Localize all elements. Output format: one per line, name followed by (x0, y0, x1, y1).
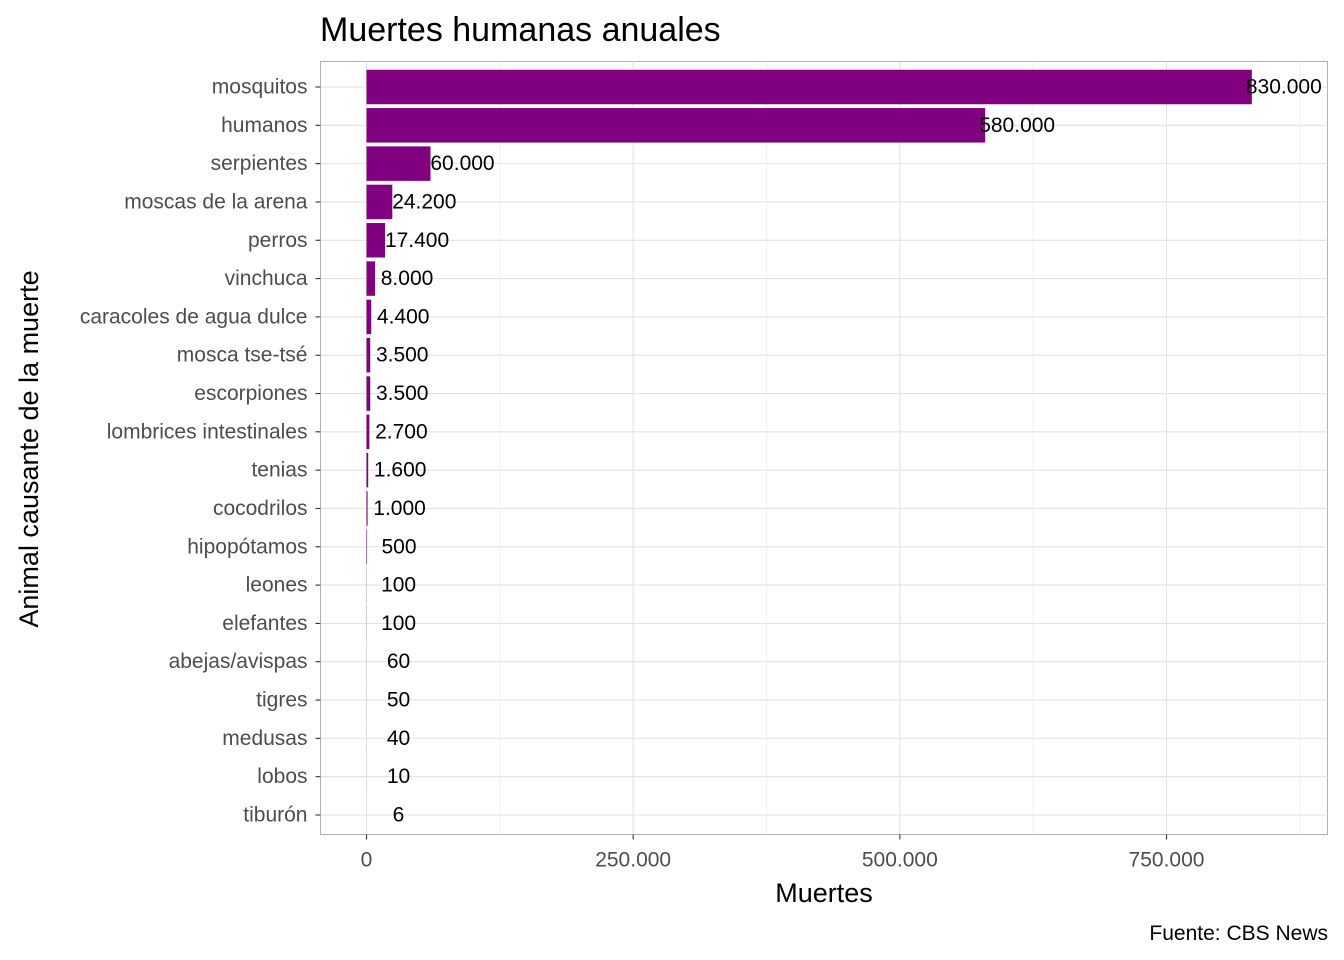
x-tick-label: 250.000 (595, 849, 671, 872)
bar-value-label: 6 (393, 804, 405, 827)
bar-value-label: 580.000 (979, 114, 1055, 137)
plot-panel (320, 61, 1328, 835)
grid-minor (499, 61, 1301, 835)
bar-value-label: 10 (387, 765, 410, 788)
bar-value-label: 24.200 (392, 190, 456, 213)
bar (366, 376, 371, 411)
y-tick-label: perros (248, 229, 308, 252)
bar-value-label: 3.500 (376, 382, 429, 405)
source-caption: Fuente: CBS News (1149, 922, 1328, 945)
grid-major (320, 61, 1328, 835)
y-tick-label: elefantes (222, 612, 307, 635)
y-tick-label: cocodrilos (213, 497, 308, 520)
bar-value-label: 17.400 (385, 229, 449, 252)
y-tick-label: hipopótamos (187, 535, 307, 558)
bar-value-label: 40 (387, 727, 410, 750)
bar-value-label: 60.000 (430, 152, 494, 175)
y-tick-label: humanos (221, 114, 307, 137)
y-tick-label: escorpiones (194, 382, 307, 405)
value-labels: 830.000 580.000 60.000 24.200 17.400 8.000 4.4… (373, 76, 1322, 827)
x-tick-label: 750.000 (1129, 849, 1205, 872)
bar (366, 491, 368, 526)
y-tick-label: mosca tse-tsé (177, 344, 308, 367)
y-tick-label: vinchuca (225, 267, 308, 290)
bar (366, 184, 393, 220)
y-tick-label: leones (246, 574, 308, 597)
x-axis: 0 250.000 500.000 750.000 (361, 834, 1205, 872)
bar-value-label: 100 (381, 574, 416, 597)
bar (366, 223, 386, 258)
bar-value-label: 3.500 (376, 344, 429, 367)
bar-value-label: 1.000 (373, 497, 426, 520)
x-axis-title: Muertes (775, 878, 873, 908)
bar (366, 299, 372, 335)
bar-value-label: 2.700 (375, 420, 428, 443)
y-tick-label: tigres (256, 689, 307, 712)
y-axis: mosquitos humanos serpientes moscas de la a… (80, 76, 321, 827)
bar (366, 261, 376, 296)
bar-value-label: 60 (387, 650, 410, 673)
bar (366, 108, 986, 143)
bar-value-label: 500 (382, 535, 417, 558)
x-tick-label: 0 (361, 849, 373, 872)
bar-value-label: 830.000 (1246, 76, 1322, 99)
bar (366, 529, 368, 565)
y-tick-label: lombrices intestinales (107, 420, 308, 443)
y-tick-label: moscas de la arena (124, 190, 308, 213)
y-tick-label: tiburón (243, 804, 307, 827)
x-tick-label: 500.000 (862, 849, 938, 872)
chart-title: Muertes humanas anuales (320, 11, 721, 49)
y-tick-label: lobos (257, 765, 307, 788)
bar-value-label: 8.000 (381, 267, 434, 290)
bar-value-label: 50 (387, 689, 410, 712)
bar-value-label: 100 (381, 612, 416, 635)
y-tick-label: mosquitos (212, 76, 308, 99)
bars (366, 69, 1252, 833)
y-tick-label: serpientes (211, 152, 308, 175)
y-axis-title: Animal causante de la muerte (14, 270, 44, 627)
bar (366, 414, 370, 450)
bar (366, 337, 371, 373)
y-tick-label: caracoles de agua dulce (80, 305, 308, 328)
y-tick-label: medusas (222, 727, 307, 750)
y-tick-label: abejas/avispas (169, 650, 308, 673)
bar-value-label: 4.400 (377, 305, 430, 328)
bar (366, 69, 1252, 105)
bar (366, 452, 369, 488)
y-tick-label: tenias (251, 459, 307, 482)
bar-value-label: 1.600 (374, 459, 427, 482)
bar (366, 146, 431, 181)
